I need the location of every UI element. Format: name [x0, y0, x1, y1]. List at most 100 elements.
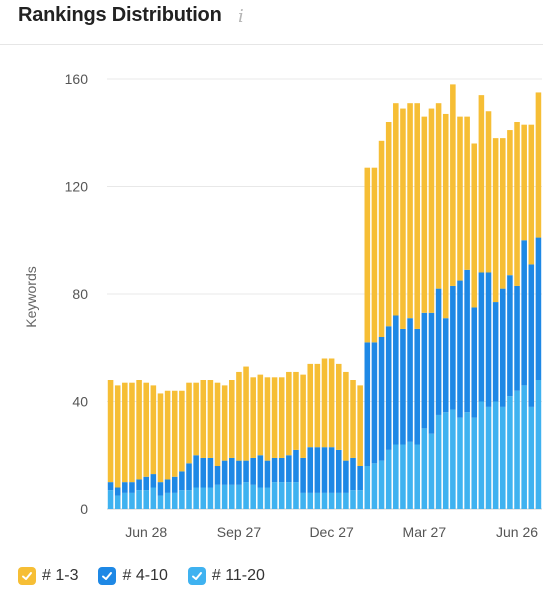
bar-segment[interactable] — [442, 412, 449, 509]
bar-segment[interactable] — [114, 495, 121, 509]
bar-segment[interactable] — [535, 380, 542, 509]
bar-segment[interactable] — [307, 363, 314, 448]
bar-segment[interactable] — [157, 495, 164, 509]
bar-segment[interactable] — [485, 272, 492, 407]
bar-segment[interactable] — [314, 492, 321, 510]
checkbox-icon[interactable] — [18, 567, 36, 585]
bar-segment[interactable] — [514, 285, 520, 391]
bar-segment[interactable] — [193, 382, 199, 456]
bar-segment[interactable] — [221, 385, 228, 461]
bar-segment[interactable] — [150, 385, 157, 475]
bar-segment[interactable] — [236, 484, 242, 509]
bar-segment[interactable] — [385, 326, 392, 450]
bar-segment[interactable] — [150, 487, 157, 510]
bar-segment[interactable] — [457, 280, 463, 418]
bar-segment[interactable] — [492, 138, 499, 303]
legend-item-4-10[interactable]: # 4-10 — [98, 567, 168, 585]
bar-segment[interactable] — [414, 444, 420, 510]
bar-segment[interactable] — [464, 269, 470, 413]
bar-segment[interactable] — [343, 460, 349, 493]
bar-segment[interactable] — [357, 385, 363, 467]
bar-segment[interactable] — [364, 342, 371, 467]
bar-segment[interactable] — [122, 492, 128, 510]
bar-segment[interactable] — [328, 447, 335, 493]
bar-segment[interactable] — [257, 374, 264, 456]
bar-segment[interactable] — [421, 312, 428, 429]
bar-segment[interactable] — [321, 492, 328, 510]
bar-segment[interactable] — [335, 492, 342, 510]
bar-segment[interactable] — [378, 460, 385, 510]
bar-segment[interactable] — [221, 484, 228, 509]
bar-segment[interactable] — [221, 460, 228, 485]
bar-segment[interactable] — [171, 492, 178, 510]
bar-segment[interactable] — [164, 479, 171, 493]
bar-segment[interactable] — [364, 167, 371, 343]
bar-segment[interactable] — [528, 124, 535, 265]
bar-segment[interactable] — [236, 371, 242, 461]
bar-segment[interactable] — [171, 476, 178, 493]
bar-segment[interactable] — [114, 487, 121, 496]
bar-segment[interactable] — [350, 457, 356, 491]
bar-segment[interactable] — [442, 318, 449, 413]
bar-segment[interactable] — [229, 484, 235, 509]
bar-segment[interactable] — [150, 474, 157, 488]
bar-segment[interactable] — [464, 412, 470, 509]
bar-segment[interactable] — [157, 482, 164, 496]
bar-segment[interactable] — [442, 113, 449, 319]
bar-segment[interactable] — [143, 490, 149, 509]
bar-segment[interactable] — [236, 460, 242, 485]
legend-item-top3[interactable]: # 1-3 — [18, 567, 78, 585]
bar-segment[interactable] — [179, 490, 185, 509]
bar-segment[interactable] — [271, 482, 278, 510]
bar-segment[interactable] — [371, 463, 378, 509]
bar-segment[interactable] — [179, 471, 185, 491]
bar-segment[interactable] — [500, 138, 506, 289]
bar-segment[interactable] — [229, 380, 235, 458]
bar-segment[interactable] — [200, 380, 207, 458]
bar-segment[interactable] — [435, 288, 442, 415]
bar-segment[interactable] — [521, 240, 527, 386]
bar-segment[interactable] — [300, 457, 306, 493]
bar-segment[interactable] — [314, 447, 321, 493]
bar-segment[interactable] — [507, 275, 513, 397]
bar-segment[interactable] — [193, 455, 199, 488]
bar-segment[interactable] — [492, 302, 499, 402]
bar-segment[interactable] — [264, 487, 271, 510]
bar-segment[interactable] — [122, 382, 128, 483]
bar-segment[interactable] — [514, 390, 520, 509]
bar-segment[interactable] — [300, 374, 306, 458]
bar-segment[interactable] — [164, 390, 171, 480]
bar-segment[interactable] — [414, 328, 420, 445]
bar-segment[interactable] — [414, 103, 420, 329]
bar-segment[interactable] — [293, 482, 299, 510]
bar-segment[interactable] — [186, 463, 192, 491]
bar-segment[interactable] — [257, 455, 264, 488]
bar-segment[interactable] — [200, 487, 207, 510]
bar-segment[interactable] — [457, 417, 463, 510]
bar-segment[interactable] — [500, 288, 506, 407]
checkbox-icon[interactable] — [98, 567, 117, 585]
bar-segment[interactable] — [400, 328, 406, 445]
bar-segment[interactable] — [278, 377, 285, 458]
bar-segment[interactable] — [179, 390, 185, 472]
bar-segment[interactable] — [492, 401, 499, 510]
bar-segment[interactable] — [371, 167, 378, 343]
bar-segment[interactable] — [407, 441, 413, 509]
bar-segment[interactable] — [514, 122, 520, 286]
bar-segment[interactable] — [364, 466, 371, 509]
bar-segment[interactable] — [207, 487, 214, 510]
bar-segment[interactable] — [136, 479, 142, 491]
bar-segment[interactable] — [350, 380, 356, 458]
bar-segment[interactable] — [478, 272, 485, 402]
bar-segment[interactable] — [450, 285, 456, 410]
bar-segment[interactable] — [450, 409, 456, 509]
bar-segment[interactable] — [122, 482, 128, 493]
bar-segment[interactable] — [143, 382, 149, 477]
bar-segment[interactable] — [350, 490, 356, 509]
bar-segment[interactable] — [293, 371, 299, 450]
bar-segment[interactable] — [229, 457, 235, 485]
bar-segment[interactable] — [528, 264, 535, 407]
bar-segment[interactable] — [129, 492, 135, 510]
bar-segment[interactable] — [107, 490, 114, 509]
bar-segment[interactable] — [343, 371, 349, 461]
